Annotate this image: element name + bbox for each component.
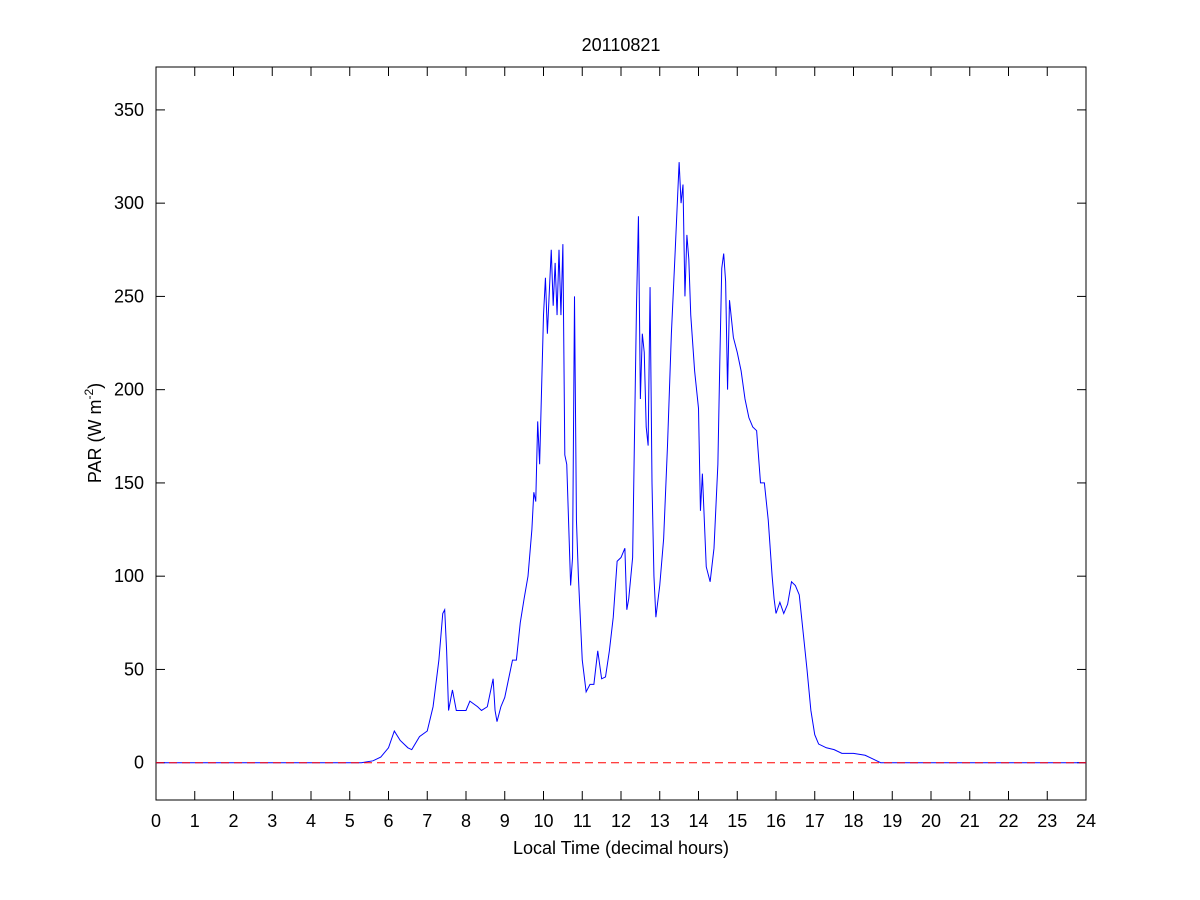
x-tick-label: 9 [500, 811, 510, 831]
x-tick-label: 12 [611, 811, 631, 831]
y-tick-label: 50 [124, 659, 144, 679]
y-tick-label: 100 [114, 566, 144, 586]
y-label-exponent: -2 [82, 389, 96, 400]
x-tick-label: 23 [1037, 811, 1057, 831]
x-tick-label: 6 [383, 811, 393, 831]
x-tick-label: 11 [573, 811, 592, 831]
x-tick-label: 16 [766, 811, 786, 831]
x-axis-label: Local Time (decimal hours) [513, 838, 729, 858]
x-tick-label: 22 [998, 811, 1018, 831]
x-tick-label: 0 [151, 811, 161, 831]
x-tick-label: 24 [1076, 811, 1096, 831]
x-tick-label: 10 [533, 811, 553, 831]
y-tick-label: 200 [114, 380, 144, 400]
y-tick-label: 300 [114, 193, 144, 213]
x-tick-label: 4 [306, 811, 316, 831]
x-tick-label: 17 [805, 811, 825, 831]
y-label-main: PAR (W m [85, 400, 105, 484]
x-tick-label: 14 [688, 811, 708, 831]
x-tick-label: 13 [650, 811, 670, 831]
y-label-end: ) [85, 383, 105, 389]
x-tick-label: 2 [228, 811, 238, 831]
y-axis-label: PAR (W m-2) [82, 383, 105, 483]
x-tick-label: 18 [843, 811, 863, 831]
x-tick-label: 20 [921, 811, 941, 831]
x-tick-label: 1 [190, 811, 200, 831]
x-tick-label: 15 [727, 811, 747, 831]
chart-title: 20110821 [582, 35, 661, 55]
x-tick-label: 8 [461, 811, 471, 831]
data-line [156, 162, 1086, 764]
x-tick-label: 19 [882, 811, 902, 831]
y-tick-label: 0 [134, 753, 144, 773]
y-tick-label: 250 [114, 286, 144, 306]
y-tick-label: 150 [114, 473, 144, 493]
x-tick-label: 3 [267, 811, 277, 831]
x-tick-label: 7 [422, 811, 432, 831]
x-tick-label: 5 [345, 811, 355, 831]
x-tick-label: 21 [960, 811, 980, 831]
y-tick-label: 350 [114, 100, 144, 120]
